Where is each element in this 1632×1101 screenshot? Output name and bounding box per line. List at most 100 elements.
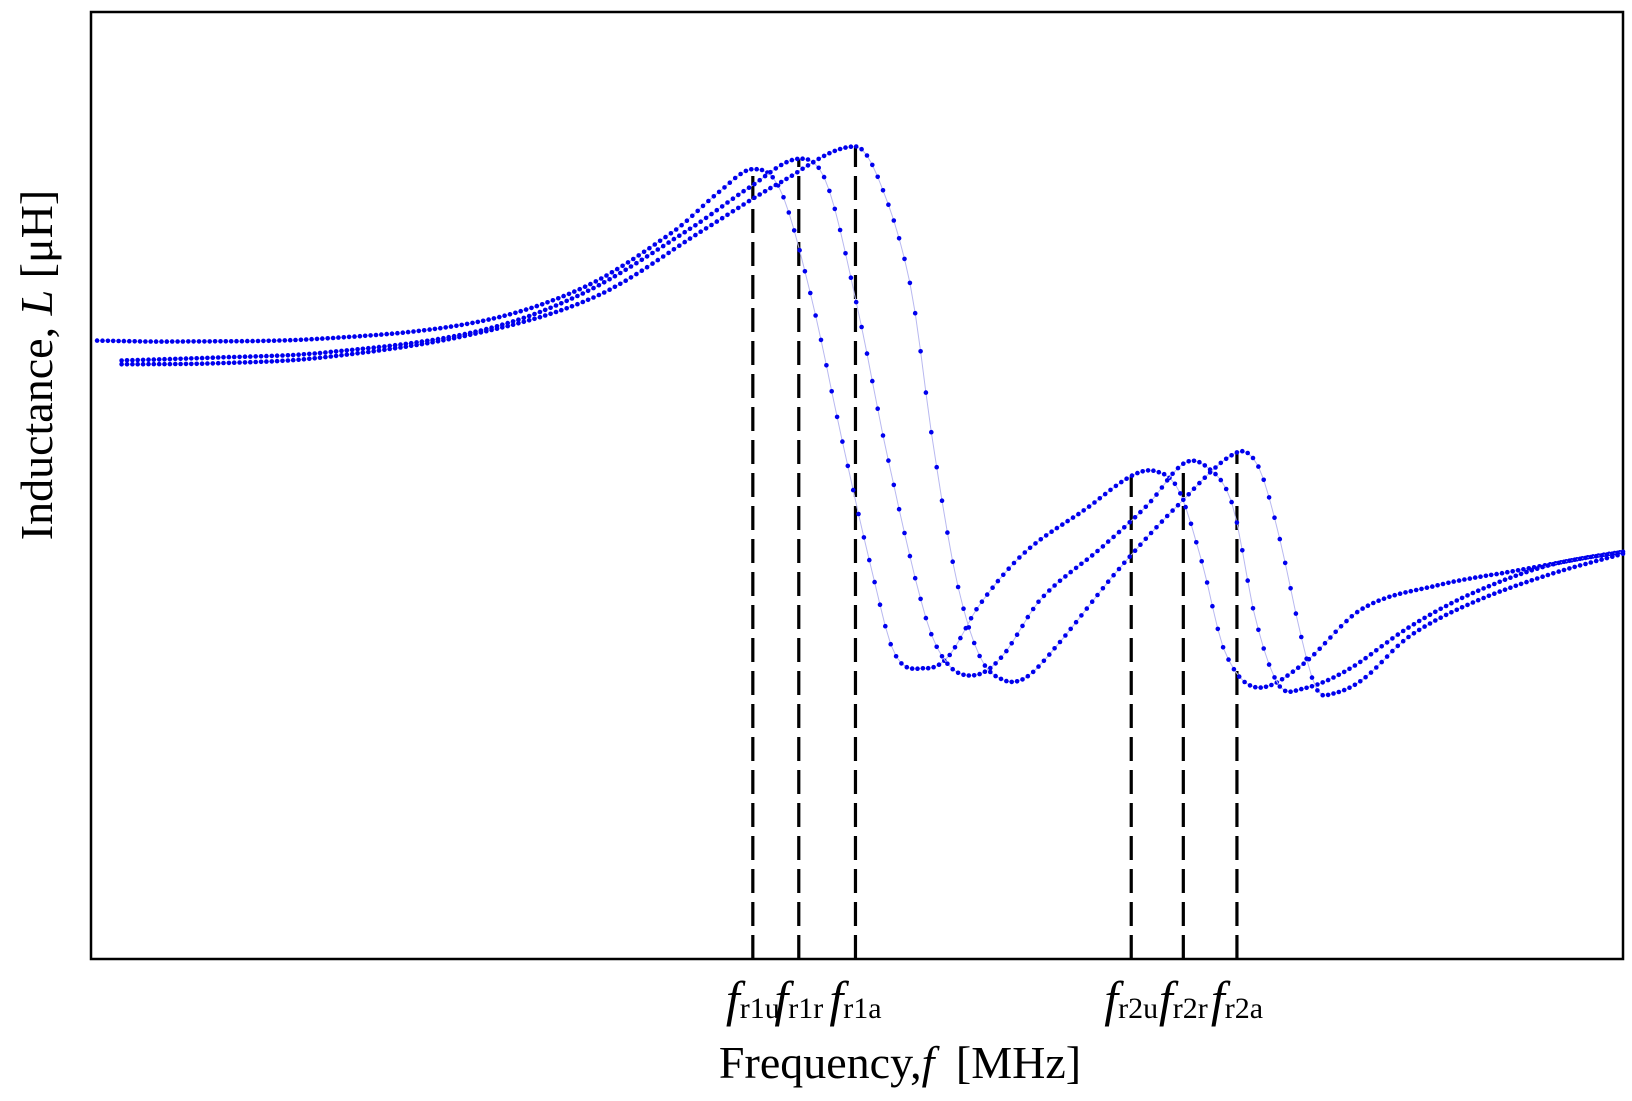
series-2-point [1336,672,1342,678]
tick-label-fr2u: fr2u [1104,971,1158,1027]
series-1-point [1440,581,1446,587]
series-1-point [523,307,529,312]
series-3-point [934,464,939,470]
series-3-point [510,322,516,328]
series-2-point [135,357,140,363]
series-3-point [1433,618,1438,623]
series-2-point [1395,632,1401,637]
series-2-point [221,355,226,360]
series-1-point [1392,592,1397,598]
series-1-point [132,339,137,344]
series-1-point [679,222,684,228]
y-axis-title-unit: [μH] [11,190,62,279]
series-1-point [362,333,368,339]
series-2-point [918,596,923,602]
series-3-point [805,163,811,168]
series-1-point [298,337,304,343]
series-1-point [1102,491,1108,497]
series-2-point [183,356,189,361]
series-3-point [457,334,462,340]
series-2-point [816,165,821,171]
series-1-point [1408,588,1414,594]
series-1-point [1231,666,1237,672]
series-3-point [998,676,1004,682]
series-2-point [253,354,258,359]
series-1-point [791,228,797,233]
series-3-point [248,359,253,365]
series-3-point [789,173,795,178]
series-2-point [875,406,880,412]
series-2-point [591,285,596,291]
series-1-point [604,273,609,278]
series-2-point [1143,504,1149,510]
series-3-point [1047,652,1052,657]
series-2-point [1379,644,1384,649]
series-3-point [1111,572,1116,578]
series-1-point [759,167,765,173]
series-3-point [955,584,961,590]
series-1-point [1119,479,1124,485]
series-3-point [280,358,285,364]
series-2-point [1454,598,1460,603]
tick-label-subscript: r2a [1225,992,1263,1025]
series-1-point [749,167,754,172]
series-2-point [896,506,902,512]
series-2-point [532,311,537,317]
series-3-point [430,339,435,345]
series-2-point [1481,586,1486,591]
series-3-point [1599,557,1604,562]
series-2-point [1406,625,1411,630]
series-3-point [403,344,409,350]
series-2-point [1443,603,1449,609]
series-2-point [1529,568,1535,573]
series-3-point [864,153,870,158]
series-3-point [559,307,564,313]
series-3-point [1615,552,1620,558]
series-1-point [936,662,942,667]
series-1-point [212,339,218,344]
series-3-point [264,359,269,364]
series-3-point [929,429,934,435]
series-3-point [1095,592,1100,598]
series-3-point [1309,675,1315,680]
series-2-point [912,575,918,581]
y-axis-title-text: Inductance, [11,327,62,540]
series-3-point [982,663,988,668]
series-2-point [768,169,773,175]
series-1-point [202,339,207,344]
series-3-point [135,361,140,367]
series-1-point [1424,585,1430,590]
series-1-point [786,210,792,215]
series-2-point [1170,471,1175,477]
series-2-point [312,351,318,356]
series-1-point [834,414,840,420]
series-3-point [896,236,902,241]
series-1-point [631,256,636,262]
series-3-point [912,310,918,316]
series-3-point [564,306,569,311]
series-2-point [998,655,1004,660]
series-1-point [1038,537,1044,542]
series-3-point [146,361,151,367]
series-3-point [1127,554,1132,559]
series-2-point [955,670,961,676]
series-3-point [548,311,553,317]
series-2-point [778,162,784,168]
series-3-point [650,261,655,266]
series-1-point [395,330,400,336]
series-2-point [1191,458,1197,464]
series-2-point [1368,652,1374,657]
series-2-point [205,355,210,361]
series-2-point [173,356,178,362]
series-1-point [1446,580,1451,586]
series-2-point [237,354,242,360]
series-1-point [609,270,615,275]
series-2-point [639,257,645,263]
series-3-point [1411,631,1417,636]
y-axis-title: Inductance, L [μH] [11,190,62,540]
series-3-point [344,352,350,357]
series-1-point [518,308,523,314]
series-1-point [1472,575,1478,580]
series-1-point [732,175,738,181]
